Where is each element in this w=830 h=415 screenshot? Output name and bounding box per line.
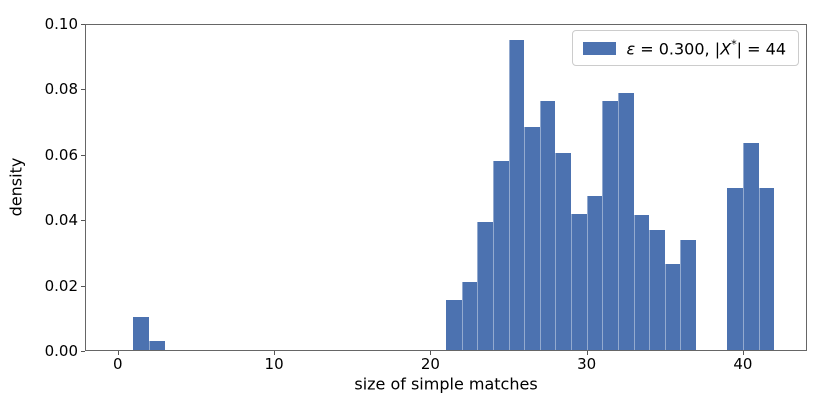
- histogram-bar: [649, 230, 665, 351]
- x-tick-mark: [117, 351, 119, 355]
- histogram-bar: [149, 341, 165, 351]
- histogram-bar: [602, 100, 618, 351]
- legend-label-part: | = 44: [736, 39, 786, 59]
- y-tick-mark: [81, 154, 85, 156]
- histogram-bar: [524, 127, 540, 351]
- histogram-bar: [446, 300, 462, 351]
- x-tick-label: 10: [264, 355, 284, 373]
- plot-area: ε = 0.300, |X*| = 44: [85, 24, 807, 351]
- y-tick-label: 0.04: [44, 211, 78, 230]
- left-spine: [85, 24, 86, 351]
- y-tick-label: 0.06: [44, 145, 78, 164]
- y-tick-mark: [81, 24, 85, 25]
- histogram-bar: [617, 92, 634, 351]
- legend-label: ε = 0.300, |X*| = 44: [627, 38, 787, 58]
- x-tick-label: 30: [577, 355, 597, 373]
- histogram-bar: [758, 187, 775, 351]
- right-spine: [806, 24, 807, 351]
- y-tick-mark: [81, 351, 85, 352]
- x-tick-mark: [430, 351, 432, 355]
- x-tick-label: 0: [113, 355, 123, 373]
- x-tick-mark: [586, 351, 588, 355]
- histogram-bar: [571, 213, 587, 351]
- y-tick-label: 0.08: [44, 80, 78, 99]
- histogram-bar: [133, 316, 150, 351]
- legend: ε = 0.300, |X*| = 44: [571, 30, 799, 67]
- y-axis-label: density: [6, 157, 26, 217]
- y-tick-label: 0.10: [44, 15, 78, 33]
- histogram-bar: [555, 153, 572, 351]
- y-tick-label: 0.02: [44, 276, 78, 295]
- histogram-bar: [727, 187, 743, 351]
- legend-swatch: [582, 41, 616, 55]
- histogram-bar: [508, 40, 525, 351]
- legend-label-part: *: [731, 38, 737, 51]
- histogram-bar: [586, 195, 603, 351]
- histogram-bar: [680, 239, 697, 351]
- histogram-bar: [539, 100, 556, 351]
- histogram-bar: [664, 264, 681, 351]
- histogram-bar: [742, 143, 759, 351]
- y-tick-label: 0.00: [44, 342, 78, 360]
- y-tick-mark: [81, 89, 85, 91]
- x-tick-label: 40: [733, 355, 753, 373]
- top-spine: [85, 24, 807, 25]
- legend-label-part: ε: [626, 39, 636, 59]
- x-tick-mark: [274, 351, 276, 355]
- histogram-bar: [461, 282, 478, 351]
- y-tick-mark: [81, 220, 85, 222]
- histogram-bar: [633, 215, 650, 351]
- x-tick-mark: [742, 351, 744, 355]
- legend-label-part: = 0.300, |: [635, 39, 721, 59]
- histogram-bar: [477, 221, 493, 351]
- x-axis-label: size of simple matches: [354, 374, 538, 394]
- x-tick-label: 20: [420, 355, 440, 373]
- histogram-bar: [492, 161, 509, 351]
- y-tick-mark: [81, 285, 85, 287]
- legend-label-part: X: [720, 39, 732, 59]
- bottom-spine: [85, 350, 807, 351]
